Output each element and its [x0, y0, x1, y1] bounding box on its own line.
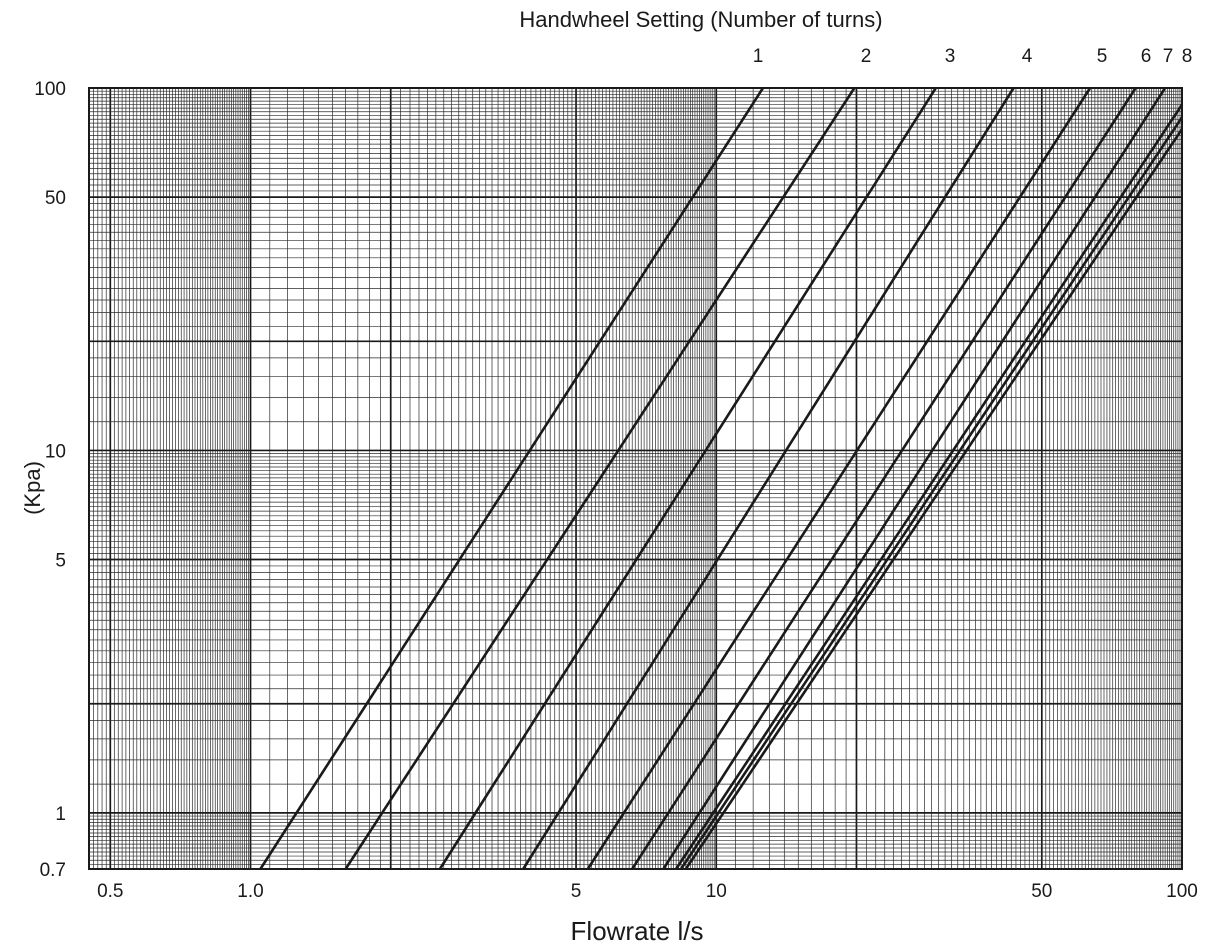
series-line-1 — [259, 87, 765, 870]
y-tick-label: 10 — [45, 441, 66, 462]
y-tick-label: 50 — [45, 188, 66, 209]
series-line-9 — [679, 116, 1184, 870]
series-line-6 — [631, 87, 1137, 870]
x-axis-label: Flowrate l/s — [571, 916, 704, 946]
x-tick-label: 5 — [571, 881, 582, 902]
series-label-5: 5 — [1097, 46, 1108, 67]
x-tick-label: 1.0 — [237, 881, 263, 902]
series-label-1: 1 — [753, 46, 764, 67]
plot-frame — [88, 87, 1183, 870]
x-tick-label: 10 — [706, 881, 727, 902]
series-line-5 — [586, 87, 1092, 870]
series-label-6: 6 — [1141, 46, 1152, 67]
series-label-4: 4 — [1022, 46, 1033, 67]
series-line-2 — [344, 87, 856, 870]
y-tick-label: 0.7 — [40, 860, 66, 881]
y-axis-label: (Kpa) — [20, 461, 45, 515]
grid — [88, 87, 1183, 870]
series-label-8: 8 — [1182, 46, 1193, 67]
series-line-10 — [684, 128, 1184, 870]
y-tick-label: 100 — [34, 79, 66, 100]
y-tick-label: 1 — [55, 804, 66, 825]
x-tick-label: 50 — [1031, 881, 1052, 902]
series-line-4 — [522, 87, 1015, 870]
series-line-8 — [675, 103, 1184, 870]
x-tick-label: 0.5 — [97, 881, 123, 902]
tick-labels: 0.5 1.0 5 10 50 100 0.7 1 5 10 50 100 — [34, 79, 1198, 902]
series-curves — [259, 87, 1184, 870]
series-label-2: 2 — [861, 46, 872, 67]
chart-title: Handwheel Setting (Number of turns) — [519, 7, 882, 32]
x-tick-label: 100 — [1166, 881, 1198, 902]
y-tick-label: 5 — [55, 551, 66, 572]
series-label-7: 7 — [1163, 46, 1174, 67]
series-line-3 — [438, 87, 937, 870]
series-line-7 — [662, 87, 1167, 870]
series-label-3: 3 — [945, 46, 956, 67]
